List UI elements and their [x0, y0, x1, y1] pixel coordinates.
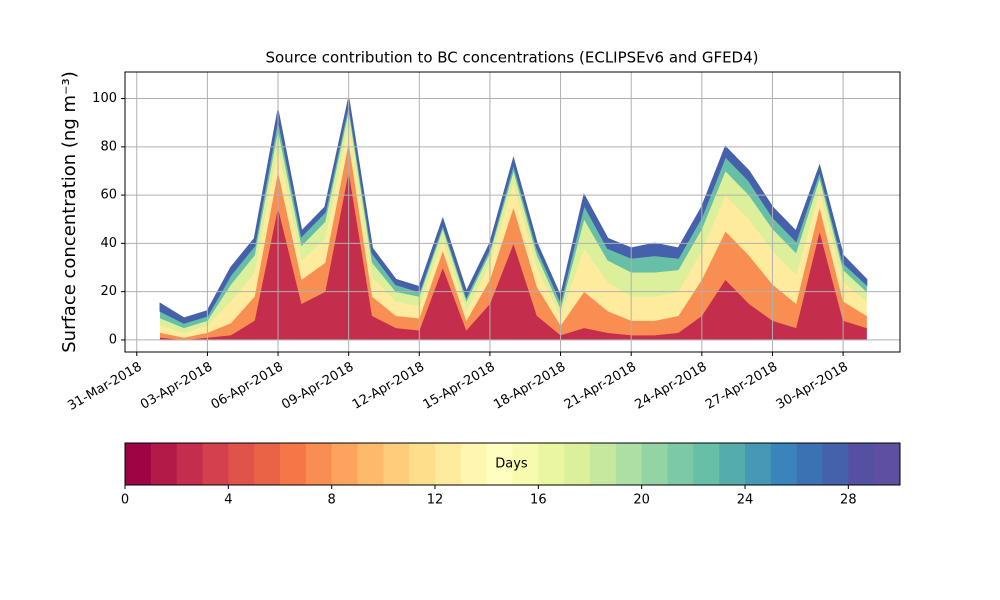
x-tick-label: 21-Apr-2018 [562, 360, 639, 413]
x-tick-label: 24-Apr-2018 [632, 360, 709, 413]
y-tick-label: 100 [92, 91, 117, 106]
colorbar-swatch [615, 443, 643, 485]
colorbar-swatch [719, 443, 746, 485]
colorbar-swatch [228, 443, 255, 485]
x-tick-label: 15-Apr-2018 [421, 360, 498, 413]
colorbar-swatch [202, 443, 229, 485]
colorbar-frame [124, 442, 901, 486]
y-tick-label: 0 [109, 332, 117, 347]
colorbar-swatch [383, 443, 410, 485]
colorbar-label: Days [495, 457, 528, 472]
colorbar-swatch [848, 443, 875, 485]
colorbar-tick-label: 4 [224, 493, 232, 508]
colorbar-swatch [486, 443, 513, 485]
colorbar-swatch [590, 443, 617, 485]
colorbar-swatch [693, 443, 720, 485]
colorbar-swatch [822, 443, 849, 485]
colorbar-swatch [874, 443, 901, 485]
colorbar-swatch [150, 443, 178, 485]
x-tick-label: 31-Mar-2018 [65, 360, 144, 414]
colorbar-swatch [409, 443, 436, 485]
x-tick-label: 30-Apr-2018 [774, 360, 851, 413]
x-tick-label: 18-Apr-2018 [491, 360, 568, 413]
colorbar-swatch [435, 443, 462, 485]
colorbar-swatch [254, 443, 281, 485]
colorbar-swatch [745, 443, 772, 485]
x-tick-label: 03-Apr-2018 [138, 360, 215, 413]
colorbar-swatch [564, 443, 591, 485]
y-tick-label: 40 [100, 236, 117, 251]
colorbar-swatch [176, 443, 203, 485]
x-tick-label: 27-Apr-2018 [703, 360, 780, 413]
x-tick-label: 12-Apr-2018 [350, 360, 427, 413]
colorbar-swatch [770, 443, 798, 485]
y-tick-label: 80 [100, 139, 117, 154]
colorbar-tick-label: 12 [427, 493, 444, 508]
colorbar-tick-label: 0 [121, 493, 129, 508]
plot-frame [124, 71, 901, 353]
colorbar-swatch [280, 443, 307, 485]
colorbar-swatch [538, 443, 565, 485]
colorbar-swatch [125, 443, 152, 485]
colorbar-swatch [641, 443, 668, 485]
colorbar-swatch [331, 443, 358, 485]
colorbar-tick-label: 28 [840, 493, 857, 508]
area-layer [159, 98, 868, 324]
colorbar-swatch [357, 443, 384, 485]
colorbar-swatch [460, 443, 488, 485]
y-axis-label: Surface concentration (ng m⁻³) [59, 71, 80, 353]
colorbar-swatch [796, 443, 823, 485]
colorbar-tick-label: 20 [633, 493, 650, 508]
colorbar-tick-label: 16 [530, 493, 547, 508]
colorbar-tick-label: 8 [328, 493, 336, 508]
colorbar-swatch [305, 443, 333, 485]
x-tick-label: 06-Apr-2018 [209, 360, 286, 413]
y-tick-label: 60 [100, 188, 117, 203]
colorbar-tick-label: 24 [737, 493, 754, 508]
x-tick-label: 09-Apr-2018 [279, 360, 356, 413]
colorbar-swatch [667, 443, 694, 485]
y-tick-label: 20 [100, 284, 117, 299]
colorbar-swatch [512, 443, 539, 485]
chart-title: Source contribution to BC concentrations… [265, 49, 758, 67]
